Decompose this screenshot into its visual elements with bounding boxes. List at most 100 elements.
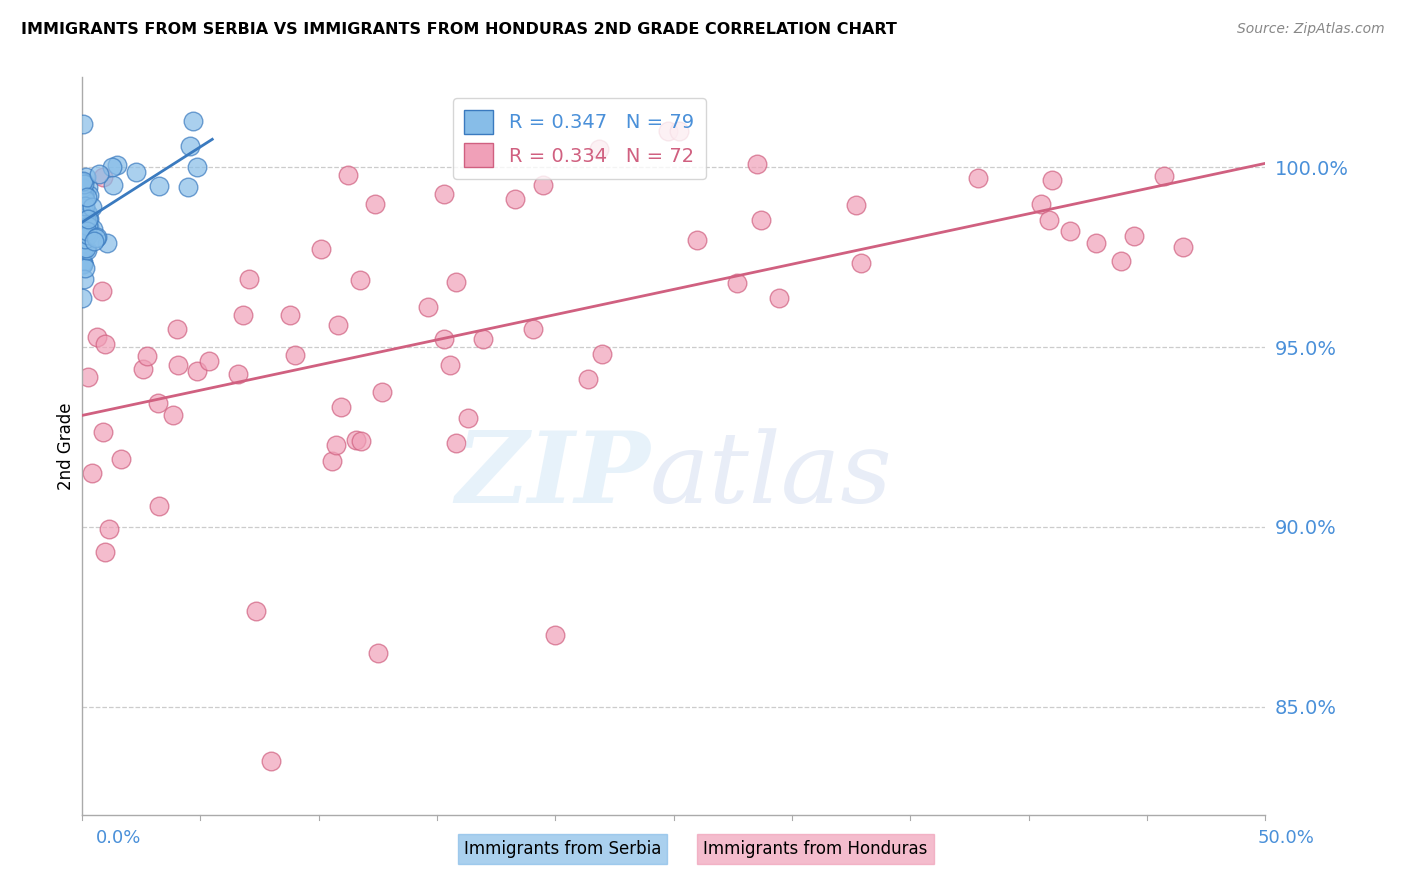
Point [531, 178, 554, 192]
Point [457, 410, 479, 425]
Point [72, 225, 94, 239]
Point [349, 434, 371, 448]
Point [73, 187, 96, 202]
Point [77, 220, 100, 235]
Point [544, 628, 567, 642]
Point [136, 349, 159, 363]
Point [321, 454, 343, 468]
Point [576, 372, 599, 386]
Point [198, 353, 221, 368]
Point [967, 170, 990, 185]
Point [72, 221, 94, 235]
Point [77, 370, 100, 384]
Point [76, 220, 98, 235]
Point [503, 192, 526, 206]
Text: ZIP: ZIP [456, 427, 650, 524]
Point [73, 215, 96, 229]
Point [416, 300, 439, 314]
Point [73, 244, 96, 258]
Point [72, 272, 94, 286]
Point [73, 261, 96, 276]
Point [337, 168, 360, 182]
Point [91, 170, 114, 185]
Point [84, 231, 107, 245]
Point [124, 165, 146, 179]
Point [72, 241, 94, 255]
Point [232, 308, 254, 322]
Point [73, 199, 96, 213]
Point [72, 226, 94, 240]
Point [72, 215, 94, 229]
Point [72, 201, 94, 215]
Point [72, 186, 94, 201]
Point [90, 284, 112, 298]
Point [83, 234, 105, 248]
Point [72, 241, 94, 255]
Point [1038, 212, 1060, 227]
Point [73, 225, 96, 239]
Point [238, 272, 260, 286]
Point [110, 452, 132, 467]
Point [77, 188, 100, 202]
Point [72, 205, 94, 219]
Point [433, 186, 456, 201]
Text: 0.0%: 0.0% [96, 830, 141, 847]
Point [76, 207, 98, 221]
Point [668, 124, 690, 138]
Point [72, 257, 94, 271]
Point [72, 291, 94, 305]
Point [444, 435, 467, 450]
Point [73, 219, 96, 233]
Point [86, 229, 108, 244]
Point [148, 500, 170, 514]
Point [1109, 253, 1132, 268]
Text: Source: ZipAtlas.com: Source: ZipAtlas.com [1237, 22, 1385, 37]
Point [72, 190, 94, 204]
Text: Immigrants from Honduras: Immigrants from Honduras [703, 840, 928, 858]
Point [72, 236, 94, 251]
Point [82, 200, 104, 214]
Point [75, 232, 97, 246]
Point [76, 219, 98, 234]
Point [73, 211, 96, 225]
Point [1173, 240, 1195, 254]
Point [657, 124, 679, 138]
Point [72, 180, 94, 194]
Point [439, 358, 461, 372]
Point [73, 199, 96, 213]
Point [76, 190, 98, 204]
Point [87, 167, 110, 181]
Point [472, 332, 495, 346]
Point [146, 396, 169, 410]
Point [370, 385, 392, 400]
Point [849, 256, 872, 270]
Point [1123, 229, 1146, 244]
Point [72, 174, 94, 188]
Point [309, 242, 332, 256]
Point [845, 198, 868, 212]
Point [73, 192, 96, 206]
Point [77, 211, 100, 226]
Point [328, 318, 350, 332]
Text: IMMIGRANTS FROM SERBIA VS IMMIGRANTS FROM HONDURAS 2ND GRADE CORRELATION CHART: IMMIGRANTS FROM SERBIA VS IMMIGRANTS FRO… [21, 22, 897, 37]
Point [751, 213, 773, 227]
Point [75, 241, 97, 255]
Point [179, 138, 201, 153]
Point [433, 332, 456, 346]
Point [186, 364, 208, 378]
Point [330, 400, 353, 414]
Point [363, 197, 385, 211]
Point [72, 257, 94, 271]
Point [72, 222, 94, 236]
Point [72, 175, 94, 189]
Point [75, 169, 97, 184]
Point [768, 291, 790, 305]
Point [725, 277, 748, 291]
Point [82, 221, 104, 235]
Point [260, 754, 283, 768]
Text: Immigrants from Serbia: Immigrants from Serbia [464, 840, 661, 858]
Point [522, 322, 544, 336]
Point [1040, 173, 1063, 187]
Point [94, 545, 117, 559]
Point [177, 180, 200, 194]
